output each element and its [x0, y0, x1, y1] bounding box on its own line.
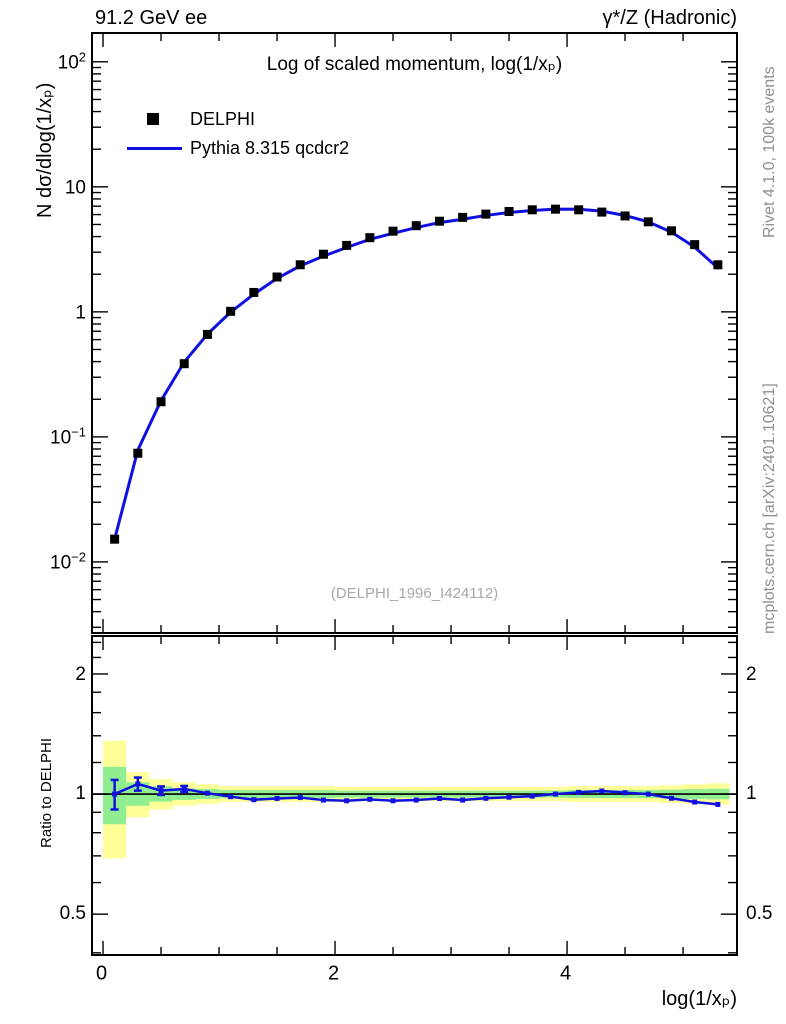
legend-label-delphi: DELPHI	[190, 109, 256, 129]
rivet-version-text: Rivet 4.1.0, 100k events	[761, 66, 778, 238]
xtick-2: 2	[328, 962, 340, 985]
ytick-1: 1	[75, 302, 86, 324]
x-axis-title: log(1/xₚ)	[661, 988, 737, 1010]
xtick-4: 4	[560, 962, 572, 985]
header-beam-energy: 91.2 GeV ee	[95, 7, 208, 29]
analysis-watermark: (DELPHI_1996_I424112)	[330, 585, 499, 602]
ratio-y-axis-title: Ratio to DELPHI	[38, 737, 55, 848]
ratio-ytick-2-right: 2	[746, 664, 757, 685]
ytick-1e-1: 10−1	[50, 424, 86, 449]
ytick-1e-2: 10−2	[50, 549, 86, 574]
legend-label-pythia: Pythia 8.315 qcdcr2	[190, 138, 350, 158]
plot-title: Log of scaled momentum, log(1/xₚ)	[266, 54, 563, 75]
mcplots-credit-text: mcplots.cern.ch [arXiv:2401.10621]	[761, 383, 778, 634]
ratio-ytick-1-right: 1	[746, 783, 757, 804]
legend-line-pythia	[127, 147, 182, 150]
ytick-10: 10	[64, 177, 86, 199]
xtick-0: 0	[96, 962, 108, 985]
ratio-ytick-05-right: 0.5	[746, 903, 773, 924]
ratio-ytick-1-left: 1	[75, 783, 86, 804]
ytick-1e2: 102	[57, 49, 86, 74]
header-process: γ*/Z (Hadronic)	[602, 7, 737, 29]
legend-marker-delphi	[147, 113, 159, 125]
ratio-ytick-05-left: 0.5	[59, 903, 86, 924]
ratio-ytick-2-left: 2	[75, 664, 86, 685]
main-y-axis-title: N dσ/dlog(1/xₚ)	[34, 82, 56, 218]
